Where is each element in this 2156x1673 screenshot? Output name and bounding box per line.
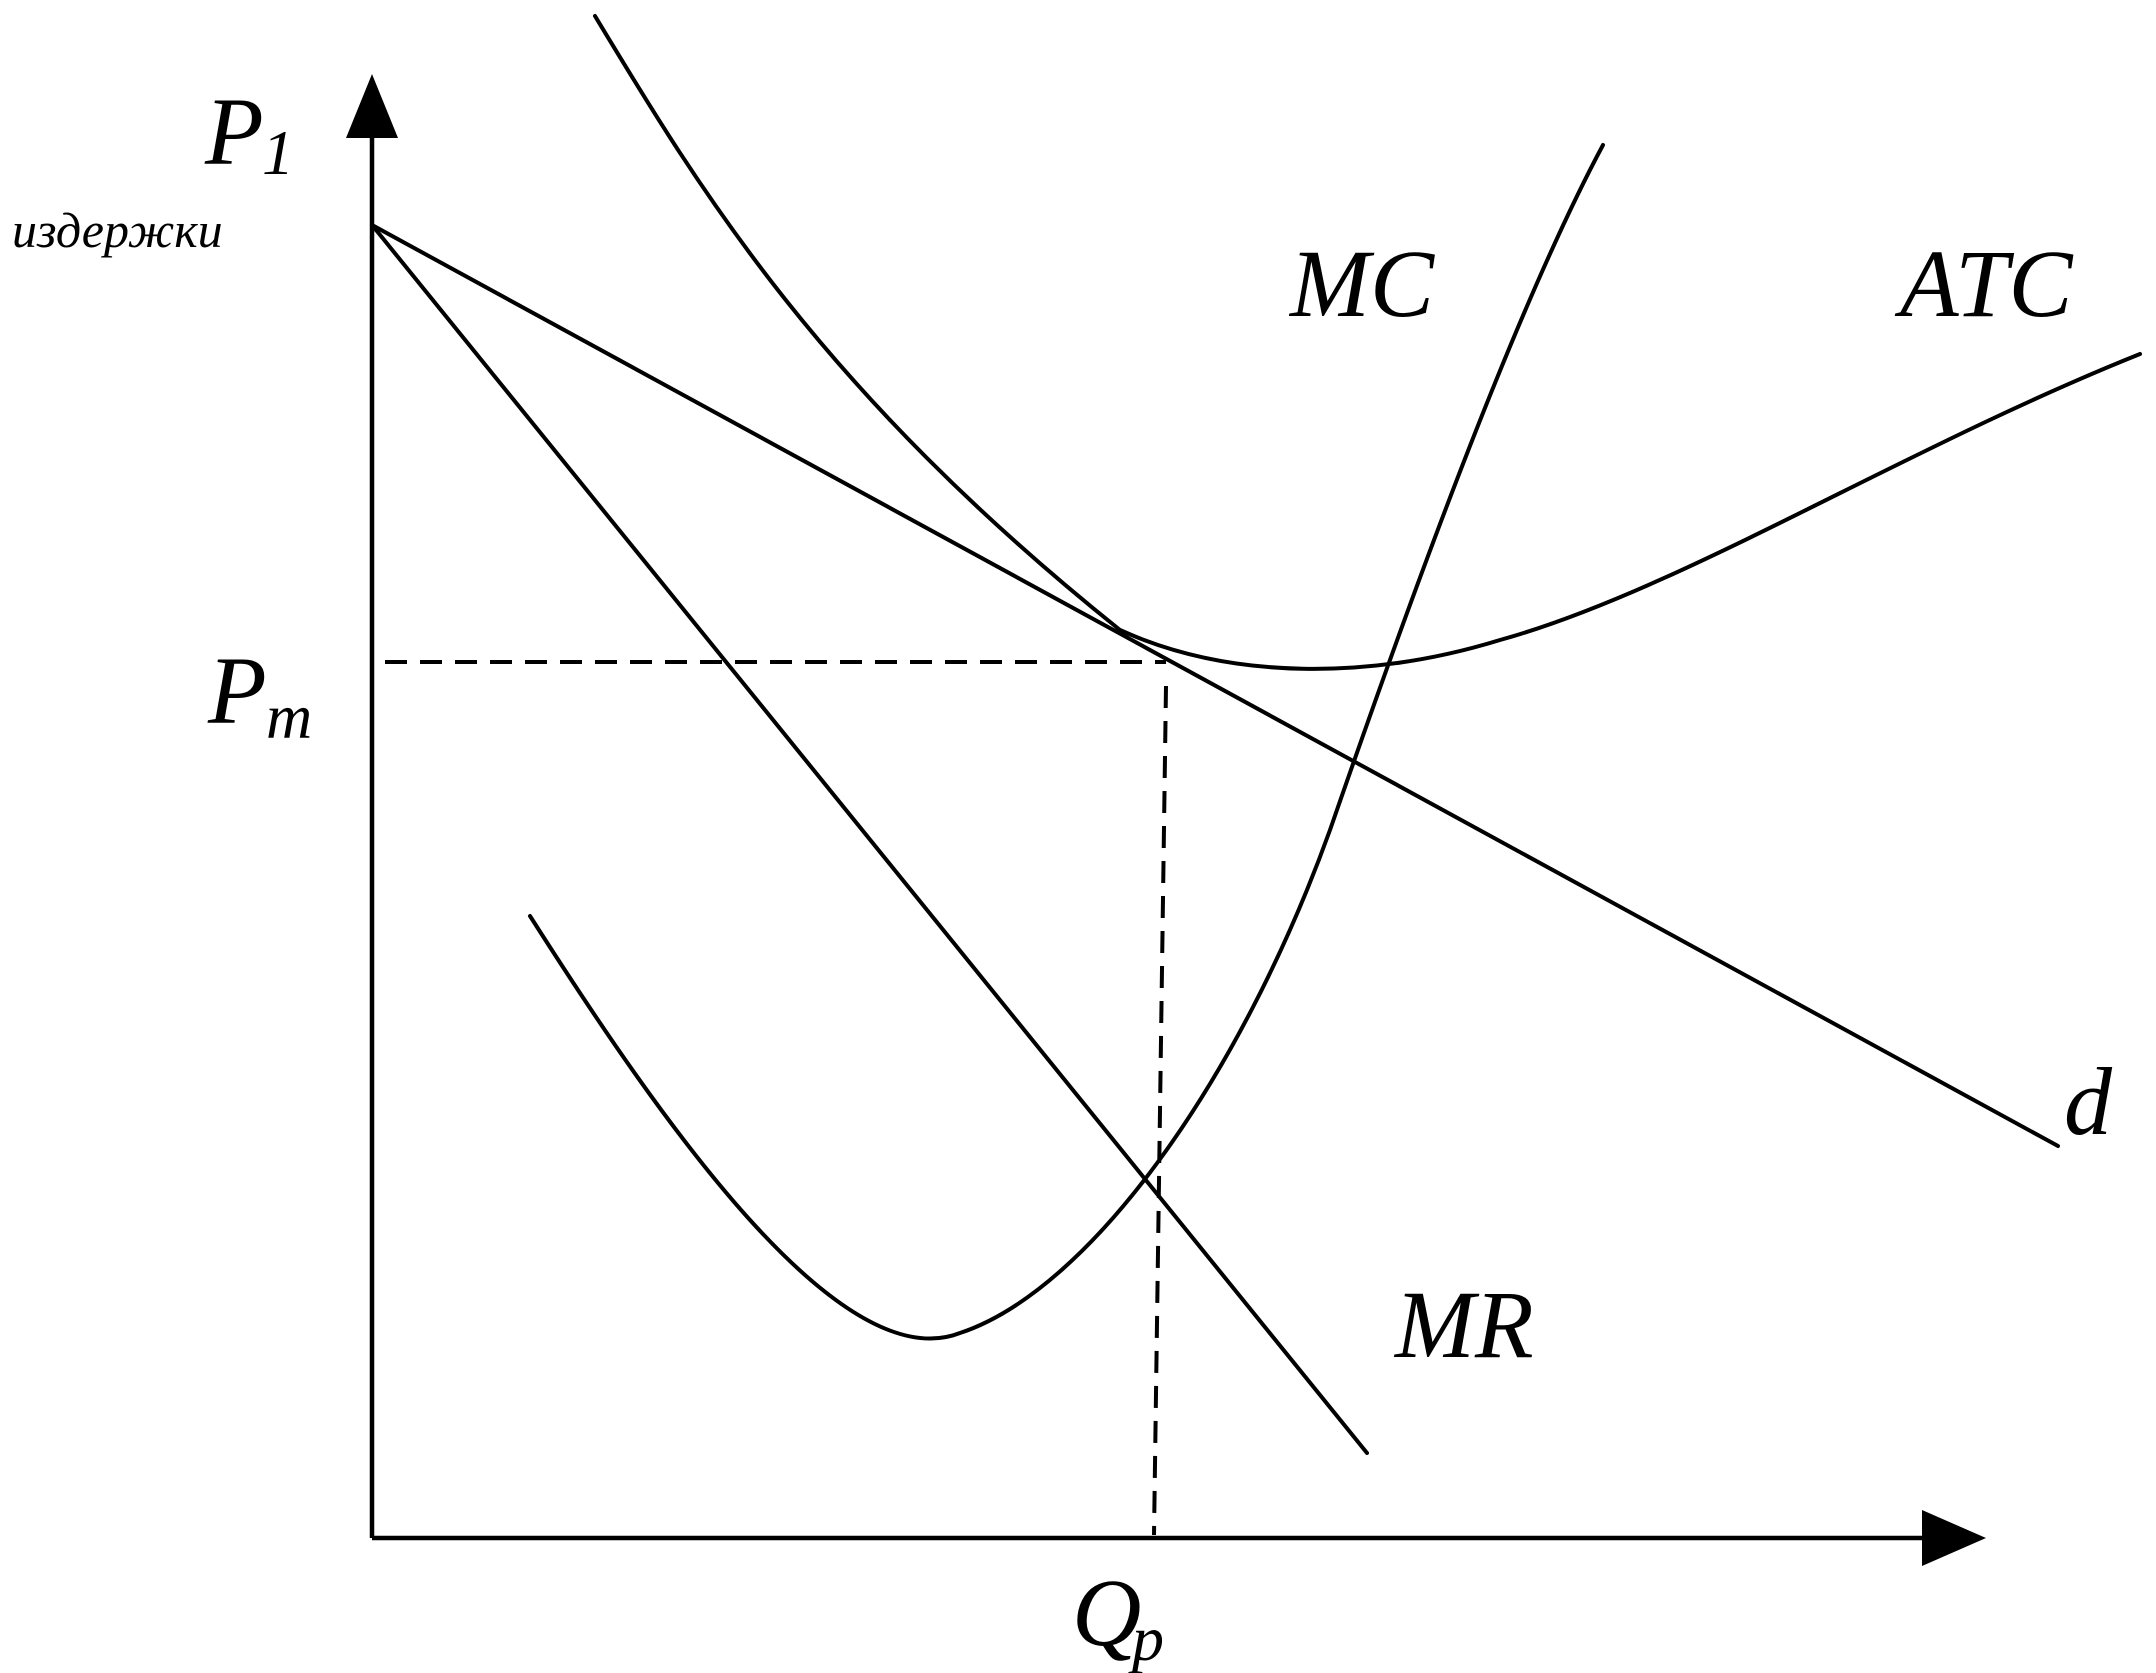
- marginal-cost-curve: [528, 143, 1605, 1341]
- mc-label: MC: [1288, 230, 1435, 337]
- quantity-tick-label: Q: [1072, 1559, 1141, 1666]
- x-axis-arrowhead: [1922, 1510, 1986, 1566]
- price-tick-subscript: m: [266, 681, 312, 752]
- y-axis-label: P: [204, 78, 264, 185]
- y-axis-caption: издержки: [12, 202, 223, 258]
- mr-label: MR: [1393, 1271, 1534, 1378]
- atc-label: ATC: [1894, 230, 2073, 337]
- demand-curve: [370, 223, 2060, 1148]
- average-total-cost-curve: [593, 14, 2142, 671]
- quantity-tick-subscript: p: [1128, 1603, 1164, 1673]
- y-axis-arrowhead: [346, 74, 398, 138]
- y-axis-label-subscript: 1: [262, 117, 294, 188]
- demand-label: d: [2064, 1048, 2113, 1155]
- marginal-revenue-curve: [370, 223, 1369, 1455]
- price-tick-label: P: [207, 637, 267, 744]
- quantity-guide-line: [1152, 685, 1168, 1536]
